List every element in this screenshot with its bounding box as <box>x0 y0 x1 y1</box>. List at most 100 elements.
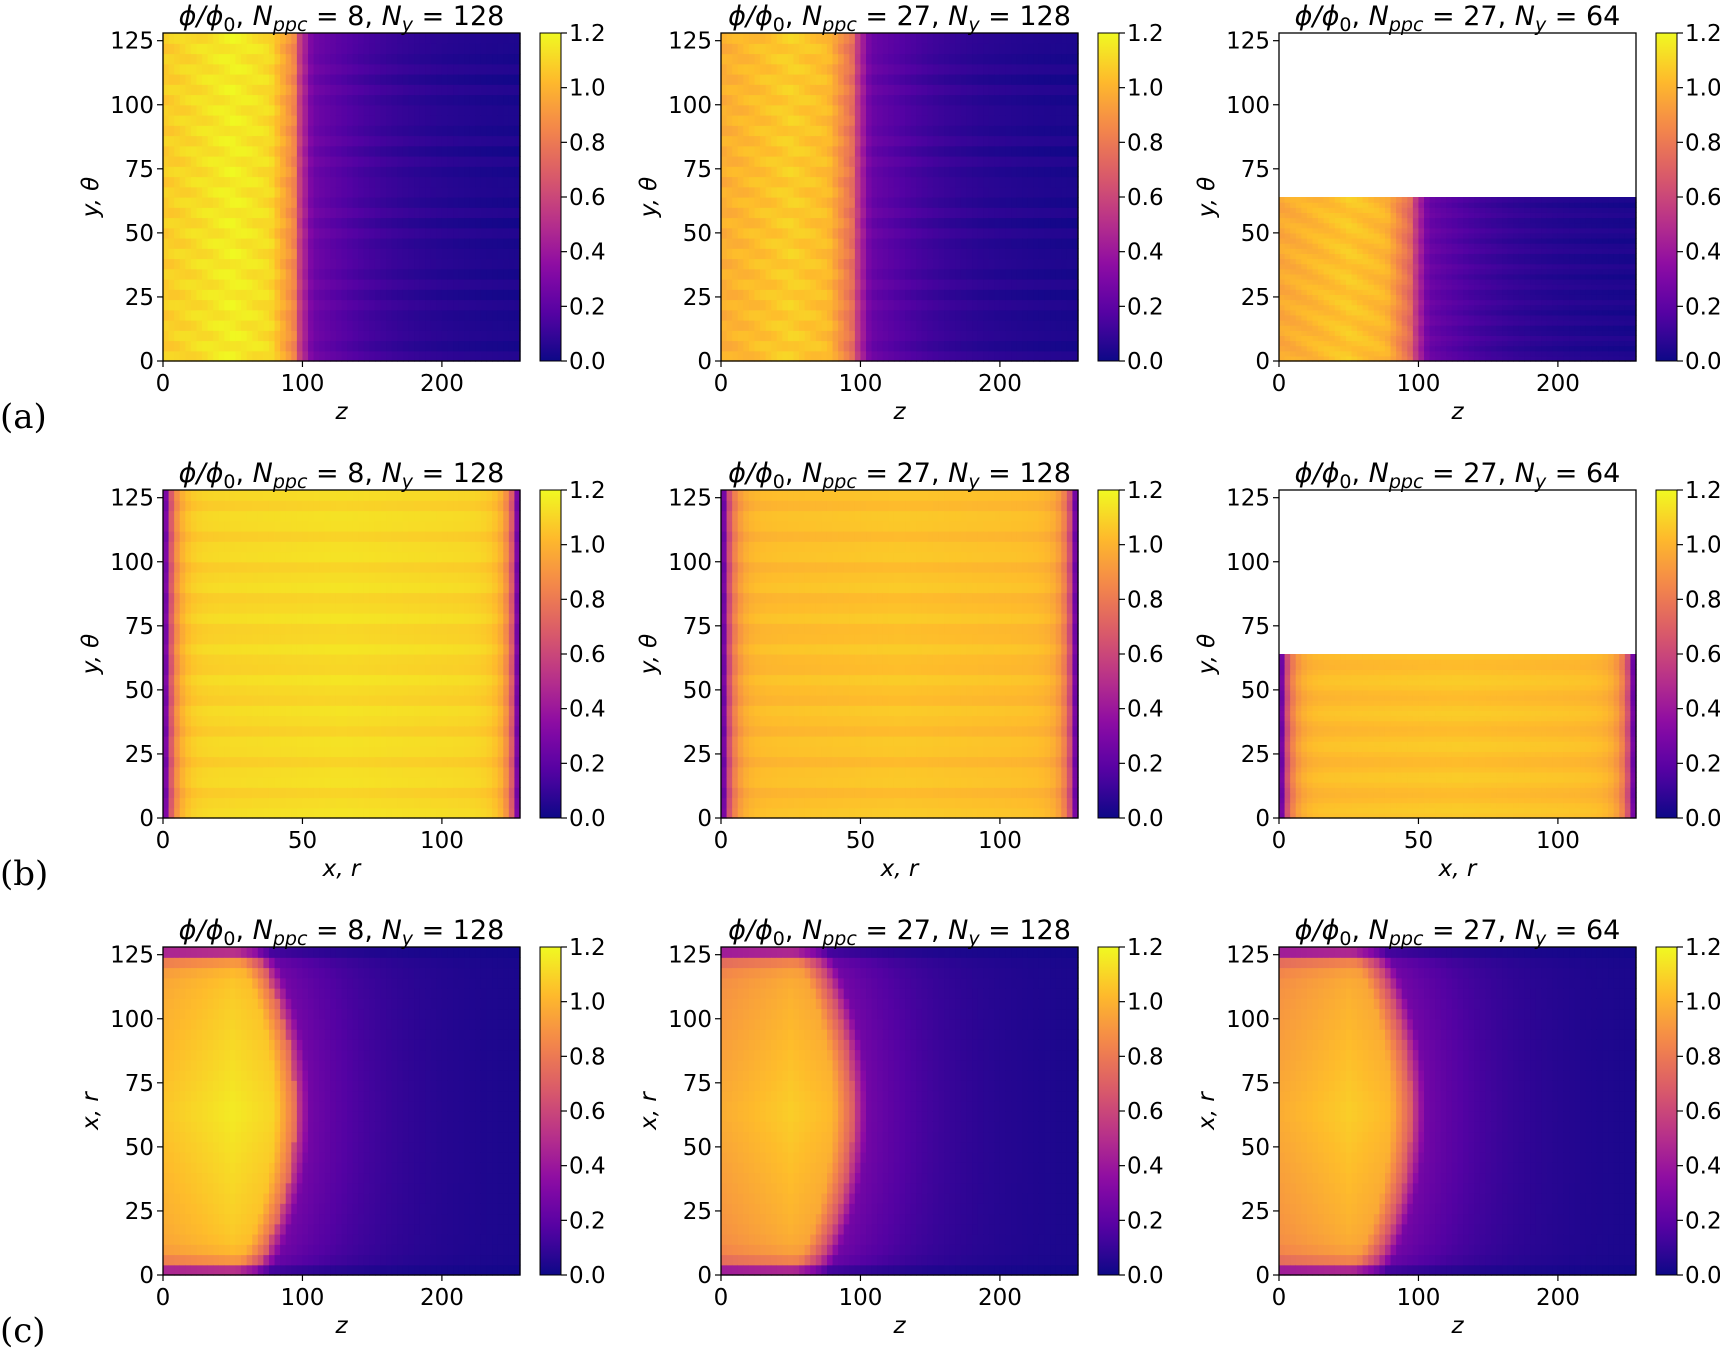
heatmap-cell <box>514 104 521 116</box>
heatmap-cell <box>447 166 454 178</box>
heatmap-cell <box>838 104 845 116</box>
heatmap-cell <box>737 299 744 311</box>
heatmap-cell <box>458 279 465 290</box>
heatmap-cell <box>430 135 437 147</box>
heatmap-cell <box>966 340 973 352</box>
heatmap-cell <box>453 227 460 239</box>
heatmap-cell <box>916 268 923 280</box>
heatmap-cell <box>999 320 1007 331</box>
heatmap-cell <box>1072 186 1079 198</box>
heatmap-cell <box>229 43 237 55</box>
heatmap-cell <box>1318 340 1325 347</box>
heatmap-cell <box>721 186 728 198</box>
heatmap-cell <box>871 33 878 44</box>
heatmap-cell <box>503 207 510 219</box>
heatmap-cell <box>330 320 337 331</box>
heatmap-cell <box>960 330 968 342</box>
heatmap-cell <box>1038 268 1046 280</box>
heatmap-cell <box>983 268 990 280</box>
heatmap-cell <box>821 33 828 44</box>
heatmap-cell <box>843 125 850 137</box>
heatmap-cell <box>754 289 761 301</box>
heatmap-cell <box>1384 263 1392 270</box>
heatmap-cell <box>988 309 995 321</box>
heatmap-cell <box>213 53 220 65</box>
heatmap-cell <box>832 197 839 208</box>
heatmap-cell <box>414 279 421 290</box>
heatmap-cell <box>866 53 873 65</box>
heatmap-cell <box>972 74 979 85</box>
heatmap-cell <box>374 33 382 44</box>
heatmap-cell <box>1329 248 1336 254</box>
heatmap-cell <box>999 186 1007 198</box>
heatmap-cell <box>347 145 354 157</box>
heatmap-cell <box>1407 232 1414 239</box>
heatmap-cell <box>893 84 901 96</box>
heatmap-cell <box>1022 53 1029 65</box>
heatmap-cell <box>972 320 979 331</box>
heatmap-cell <box>419 125 426 137</box>
heatmap-cell <box>447 320 454 331</box>
heatmap-cell <box>927 258 934 270</box>
heatmap-cell <box>179 217 186 229</box>
heatmap-cell <box>1373 284 1381 290</box>
heatmap-cell <box>1368 227 1375 234</box>
heatmap-cell <box>257 197 265 208</box>
heatmap-cell <box>514 248 521 260</box>
heatmap-cell <box>480 320 488 331</box>
heatmap-cell <box>732 197 739 208</box>
heatmap-cell <box>369 217 376 229</box>
heatmap-cell <box>1323 335 1330 342</box>
heatmap-cell <box>397 186 404 198</box>
heatmap-cell <box>1329 217 1336 224</box>
heatmap-cell <box>1011 309 1018 321</box>
heatmap-cell <box>999 350 1007 362</box>
heatmap-cell <box>1357 197 1364 203</box>
heatmap-cell <box>944 156 951 167</box>
heatmap-cell <box>1379 232 1386 239</box>
heatmap-cell <box>402 268 410 280</box>
heatmap-cell <box>397 268 404 280</box>
heatmap-cell <box>826 166 834 178</box>
heatmap-cell <box>977 299 984 311</box>
heatmap-cell <box>447 104 454 116</box>
heatmap-cell <box>838 299 845 311</box>
heatmap-cell <box>765 115 772 126</box>
heatmap-cell <box>932 207 940 219</box>
heatmap-cell <box>319 207 326 219</box>
heatmap-cell <box>849 145 856 157</box>
y-tick-label: 100 <box>668 93 712 119</box>
heatmap-cell <box>1412 227 1420 234</box>
heatmap-cell <box>514 309 521 321</box>
heatmap-cell <box>1306 309 1314 316</box>
heatmap-cell <box>1351 212 1358 219</box>
heatmap-cell <box>804 33 811 44</box>
heatmap-cell <box>1312 340 1319 347</box>
heatmap-cell <box>1318 320 1325 326</box>
heatmap-cell <box>938 94 945 106</box>
heatmap-cell <box>871 207 878 219</box>
heatmap-cell <box>1016 258 1023 270</box>
heatmap-cell <box>347 299 354 311</box>
heatmap-cell <box>174 156 181 167</box>
heatmap-cell <box>168 350 175 362</box>
heatmap-cell <box>179 309 186 321</box>
heatmap-cell <box>1412 258 1420 265</box>
heatmap-cell <box>1055 166 1062 178</box>
heatmap-cell <box>754 166 761 178</box>
heatmap-cell <box>441 84 449 96</box>
heatmap-cell <box>927 279 934 290</box>
heatmap-cell <box>302 197 309 208</box>
heatmap-cell <box>877 268 884 280</box>
heatmap-cell <box>1396 340 1403 347</box>
heatmap-cell <box>949 248 956 260</box>
heatmap-cell <box>877 176 884 188</box>
heatmap-cell <box>804 53 811 65</box>
heatmap-cell <box>804 299 811 311</box>
heatmap-cell <box>1334 340 1341 347</box>
heatmap-cell <box>503 299 510 311</box>
heatmap-cell <box>497 350 504 362</box>
heatmap-cell <box>213 207 220 219</box>
heatmap-cell <box>1407 335 1414 342</box>
heatmap-cell <box>1306 284 1314 290</box>
